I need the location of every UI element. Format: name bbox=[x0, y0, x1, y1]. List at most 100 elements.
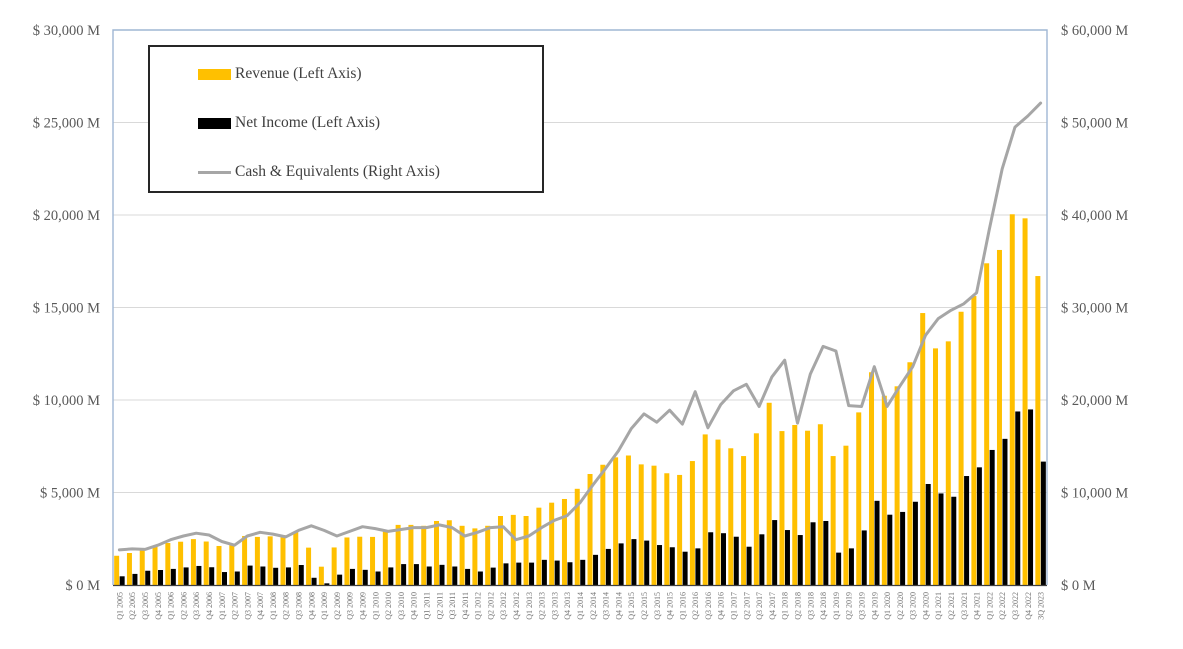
y-axis-tick-left: $ 15,000 M bbox=[33, 301, 100, 317]
bar bbox=[190, 539, 196, 585]
x-axis-label: Q4 2011 bbox=[461, 592, 470, 619]
x-axis-label: Q2 2021 bbox=[947, 592, 956, 620]
bar bbox=[152, 546, 158, 585]
x-axis-label: Q4 2015 bbox=[666, 592, 675, 620]
chart-legend: Revenue (Left Axis) Net Income (Left Axi… bbox=[148, 45, 544, 193]
bar bbox=[536, 507, 542, 585]
x-axis-label: Q3 2020 bbox=[909, 592, 918, 620]
bar bbox=[810, 522, 816, 585]
bar bbox=[477, 571, 483, 585]
bar bbox=[741, 456, 747, 585]
bar bbox=[792, 424, 798, 585]
x-axis-label: Q4 2009 bbox=[359, 592, 368, 620]
bar bbox=[664, 473, 670, 585]
bar bbox=[631, 539, 637, 585]
bar bbox=[823, 520, 829, 585]
x-axis-label: Q1 2011 bbox=[423, 592, 432, 619]
bar bbox=[836, 552, 842, 586]
x-axis-label: Q2 2009 bbox=[333, 592, 342, 620]
x-axis-label: Q3 2013 bbox=[550, 592, 559, 620]
bar bbox=[861, 530, 867, 585]
cash-line bbox=[117, 101, 1043, 552]
bar bbox=[971, 296, 977, 585]
x-axis-label: Q1 2021 bbox=[934, 592, 943, 620]
bar bbox=[222, 572, 227, 585]
bar bbox=[510, 514, 516, 585]
bar bbox=[1035, 276, 1041, 585]
bar bbox=[439, 564, 445, 585]
bar bbox=[964, 476, 970, 585]
x-axis-label: Q1 2022 bbox=[985, 592, 994, 620]
bar bbox=[293, 531, 299, 585]
bar bbox=[472, 528, 478, 585]
bar bbox=[574, 488, 580, 585]
bar bbox=[925, 483, 931, 585]
x-axis-label: Q2 2013 bbox=[538, 592, 547, 620]
bar bbox=[600, 464, 606, 585]
bar bbox=[331, 547, 337, 585]
bar bbox=[1028, 409, 1034, 585]
bar bbox=[311, 577, 317, 585]
legend-label-net-income: Net Income (Left Axis) bbox=[235, 114, 381, 131]
bar bbox=[382, 530, 388, 585]
bar bbox=[318, 566, 324, 585]
bar bbox=[306, 547, 312, 585]
x-axis-label: Q1 2014 bbox=[576, 592, 585, 620]
x-axis-label: Q2 2015 bbox=[640, 592, 649, 620]
bar bbox=[541, 559, 547, 585]
bar bbox=[370, 536, 376, 585]
bar bbox=[178, 541, 184, 585]
x-axis-label: Q3 2019 bbox=[858, 592, 867, 620]
x-axis-label: Q4 2017 bbox=[768, 592, 777, 620]
bar bbox=[874, 500, 880, 585]
bar bbox=[1040, 461, 1046, 585]
bar bbox=[459, 525, 465, 585]
x-axis-label: Q2 2011 bbox=[435, 592, 444, 619]
x-axis-label: Q4 2005 bbox=[154, 592, 163, 620]
bar bbox=[720, 533, 726, 585]
bar bbox=[728, 448, 734, 585]
x-axis-label: Q3 2007 bbox=[243, 592, 252, 620]
x-axis-label: Q2 2006 bbox=[179, 592, 188, 620]
x-axis-label: Q2 2007 bbox=[231, 592, 240, 620]
bar bbox=[996, 249, 1002, 585]
bar bbox=[452, 566, 458, 585]
bar bbox=[413, 564, 419, 585]
bar bbox=[920, 313, 926, 585]
bar bbox=[708, 532, 714, 585]
bar bbox=[216, 545, 222, 585]
legend-item-revenue: Revenue (Left Axis) bbox=[198, 65, 362, 83]
x-axis-label: Q4 2013 bbox=[563, 592, 572, 620]
x-axis-label: Q2 2016 bbox=[691, 592, 700, 620]
bar bbox=[651, 465, 657, 585]
x-axis-label: Q3 2005 bbox=[141, 592, 150, 620]
x-axis-label: Q2 2010 bbox=[384, 592, 393, 620]
x-axis-label: Q3 2021 bbox=[960, 592, 969, 620]
bar-series-0 bbox=[114, 214, 1041, 586]
bar bbox=[746, 546, 752, 585]
x-axis-label: Q3 2016 bbox=[704, 592, 713, 620]
bar bbox=[938, 493, 944, 585]
bar bbox=[139, 548, 145, 585]
bar bbox=[549, 502, 555, 585]
bar bbox=[324, 583, 330, 585]
bar bbox=[516, 562, 522, 585]
x-axis-label: Q4 2020 bbox=[922, 592, 931, 620]
bar bbox=[267, 536, 273, 585]
bar bbox=[695, 548, 701, 585]
bar bbox=[260, 566, 266, 585]
bar bbox=[702, 434, 708, 585]
x-axis-label: Q2 2018 bbox=[794, 592, 803, 620]
bar bbox=[426, 566, 432, 585]
net-income-swatch-icon bbox=[198, 117, 231, 129]
bar bbox=[869, 372, 875, 585]
x-axis-label: Q2 2008 bbox=[282, 592, 291, 620]
bar bbox=[951, 496, 957, 585]
bar bbox=[158, 570, 164, 585]
x-axis-label: Q1 2006 bbox=[167, 592, 176, 620]
bar bbox=[561, 498, 567, 585]
bar bbox=[830, 456, 836, 585]
cash-swatch-icon bbox=[198, 170, 231, 174]
bar bbox=[567, 562, 573, 585]
